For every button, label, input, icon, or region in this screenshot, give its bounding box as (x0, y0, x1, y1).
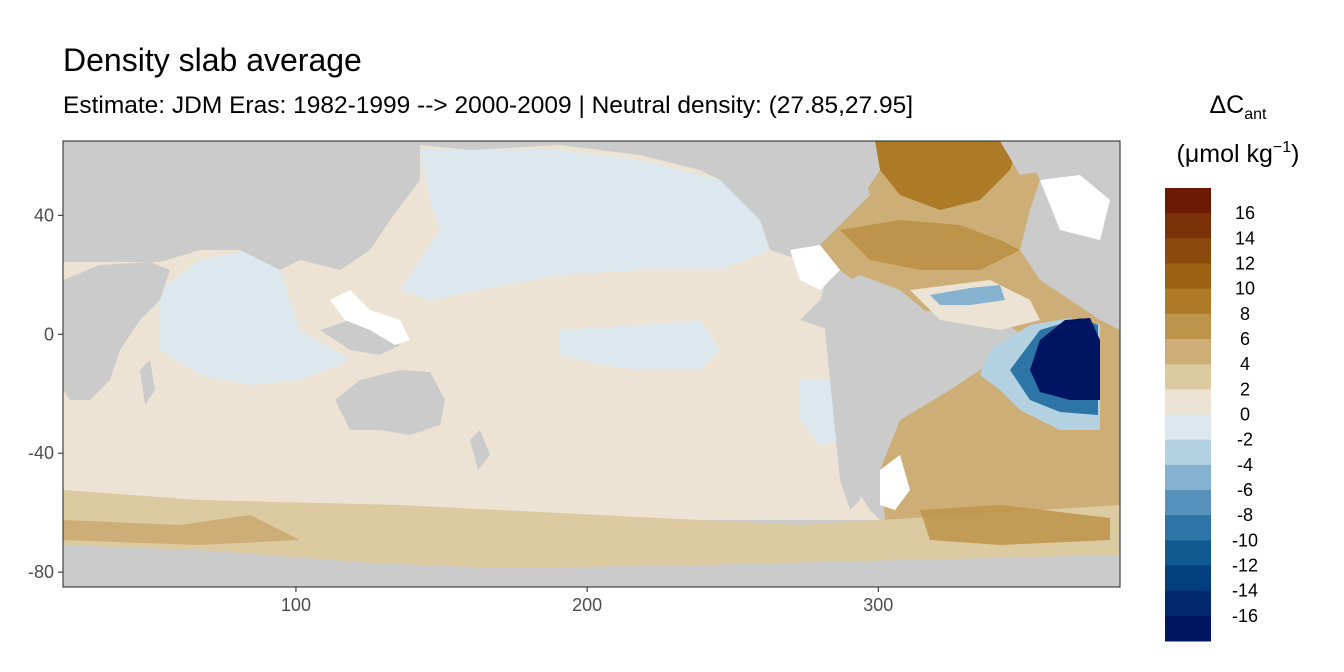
no-data-indonesia (330, 290, 410, 345)
legend-label: -4 (1237, 455, 1253, 475)
ocean-atlantic-equator (910, 280, 1040, 330)
legend-label: 4 (1240, 354, 1250, 374)
legend-swatch (1165, 515, 1211, 541)
ocean-southern-deep-east (920, 505, 1110, 545)
legend-swatch (1165, 615, 1211, 642)
land-indonesia (320, 320, 400, 355)
legend-swatch (1165, 590, 1211, 617)
legend-label: -8 (1237, 505, 1253, 525)
land-greenland (1000, 141, 1060, 175)
legend-swatch (1165, 565, 1211, 592)
legend-label: 6 (1240, 329, 1250, 349)
legend-labels: 16 14 12 10 8 6 4 2 0 -2 -4 -6 -8 -10 -12 -14 -16 (1232, 203, 1258, 626)
y-tick-label: -80 (28, 562, 54, 582)
legend-swatch (1165, 238, 1211, 264)
ocean-atlantic-blue-small (930, 285, 1005, 305)
legend-title-line2: (μmol kg−1) (1177, 139, 1300, 168)
legend: ΔCant (μmol kg−1) 16 14 12 10 8 6 4 2 0 -2 -4 -6 -8 -… (1165, 91, 1299, 642)
x-tick-label: 300 (863, 595, 893, 615)
y-tick-label: 40 (34, 205, 54, 225)
legend-label: 0 (1240, 405, 1250, 425)
legend-swatch (1165, 464, 1211, 491)
legend-label: 12 (1235, 254, 1255, 274)
legend-swatch (1165, 339, 1211, 365)
legend-label: -14 (1232, 581, 1258, 601)
legend-title-units: (μmol kg (1177, 140, 1273, 168)
ocean-southern (63, 490, 1120, 568)
legend-colorbar (1165, 188, 1211, 642)
y-tick-label: -40 (28, 443, 54, 463)
land-africa (63, 262, 170, 400)
y-tick-label: 0 (44, 324, 54, 344)
legend-label: 14 (1235, 228, 1255, 248)
legend-swatch (1165, 213, 1211, 239)
land-madagascar (140, 360, 155, 405)
legend-label: -12 (1232, 556, 1258, 576)
ocean-atlantic-negative-core (1030, 318, 1100, 400)
legend-swatch (1165, 540, 1211, 566)
legend-label: -10 (1232, 530, 1258, 550)
ocean-southern-deep (63, 515, 300, 545)
no-data-south-atlantic (880, 455, 910, 510)
legend-label: -16 (1232, 606, 1258, 626)
land-antarctica (63, 545, 1120, 587)
legend-label: 16 (1235, 203, 1255, 223)
legend-label: 8 (1240, 304, 1250, 324)
legend-swatch (1165, 188, 1211, 214)
map-layer (63, 141, 1120, 587)
ocean-north-atlantic-mid (840, 220, 1020, 270)
legend-swatch (1165, 313, 1211, 340)
legend-label: 10 (1235, 279, 1255, 299)
no-data-caribbean (790, 245, 840, 290)
land-new-zealand (470, 430, 490, 470)
plot-border (62, 140, 1121, 588)
legend-swatch (1165, 490, 1211, 516)
legend-title-line1: ΔCant (1209, 91, 1267, 123)
land-asia (63, 141, 420, 270)
legend-label: -6 (1237, 480, 1253, 500)
legend-label: 2 (1240, 379, 1250, 399)
chart-title: Density slab average (63, 42, 362, 78)
legend-swatch (1165, 263, 1211, 290)
legend-title-exp: −1 (1273, 139, 1291, 156)
x-axis: 100 200 300 (281, 587, 893, 615)
x-tick-label: 200 (572, 595, 602, 615)
legend-title-close: ) (1291, 140, 1299, 168)
legend-swatch (1165, 439, 1211, 466)
land-south-america (825, 275, 950, 510)
y-axis: 40 0 -40 -80 (28, 205, 63, 582)
legend-swatch (1165, 414, 1211, 441)
legend-swatch (1165, 364, 1211, 390)
ocean-indian-negative (160, 250, 350, 385)
legend-title-main: ΔC (1209, 91, 1244, 119)
no-data-north-atlantic (1040, 175, 1110, 240)
legend-swatch (1165, 389, 1211, 415)
chart-subtitle: Estimate: JDM Eras: 1982-1999 --> 2000-2… (63, 92, 914, 119)
land-north-america (620, 141, 880, 260)
ocean-north-atlantic-strong (875, 141, 1020, 210)
ocean-pacific-equatorial-negative (560, 320, 720, 370)
legend-swatch (1165, 288, 1211, 315)
land-australia (335, 370, 445, 435)
x-tick-label: 100 (281, 595, 311, 615)
ocean-pacific-north-negative (400, 150, 770, 300)
legend-label: -2 (1237, 430, 1253, 450)
legend-title-sub: ant (1244, 106, 1267, 123)
